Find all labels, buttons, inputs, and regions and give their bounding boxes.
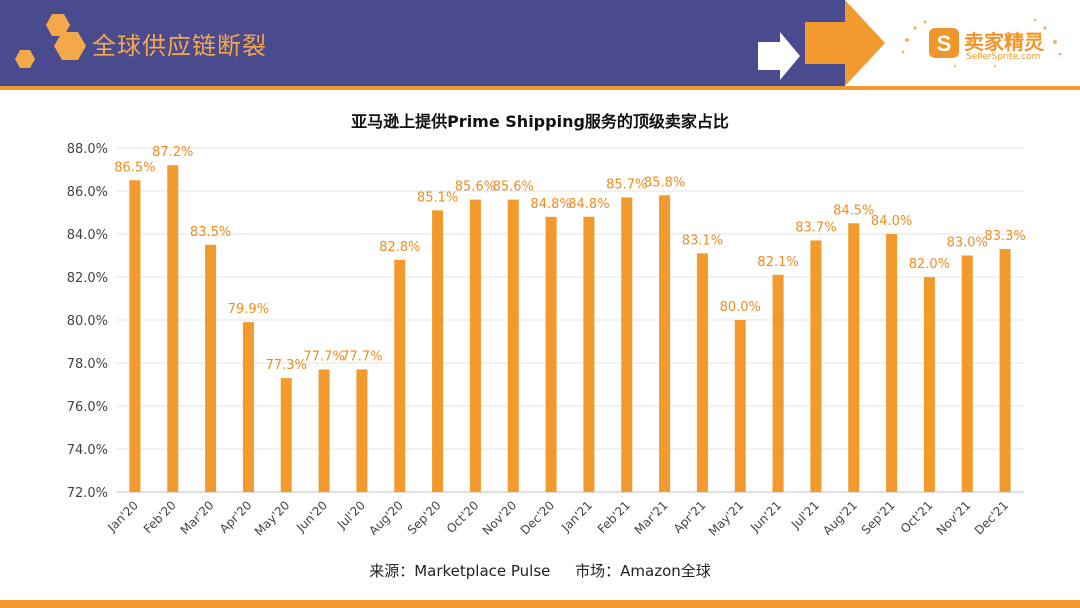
- bar: [734, 320, 746, 492]
- source-line: 来源：Marketplace Pulse 市场：Amazon全球: [0, 560, 1080, 581]
- data-label: 84.5%: [833, 203, 874, 218]
- x-tick-label: Aug'21: [820, 498, 860, 538]
- slide-title: 全球供应链断裂: [92, 32, 267, 60]
- data-label: 83.0%: [947, 236, 988, 251]
- x-tick-label: May'21: [706, 498, 747, 539]
- data-label: 82.0%: [909, 257, 950, 272]
- x-tick-label: Sep'21: [859, 498, 898, 537]
- x-tick-label: Dec'20: [518, 498, 557, 537]
- bar: [545, 216, 557, 493]
- bar: [356, 369, 368, 492]
- source-origin: 来源：Marketplace Pulse: [369, 562, 551, 580]
- header-band: [0, 0, 845, 86]
- data-label: 85.1%: [417, 190, 458, 205]
- data-label: 84.0%: [871, 214, 912, 229]
- bar: [772, 274, 784, 492]
- x-tick-label: Apr'21: [671, 498, 709, 536]
- data-label: 85.8%: [644, 175, 685, 190]
- bar: [167, 165, 179, 492]
- y-tick-label: 72.0%: [67, 486, 108, 501]
- data-label: 79.9%: [228, 302, 269, 317]
- data-label: 83.1%: [682, 233, 723, 248]
- brand-name: 卖家精灵: [964, 30, 1044, 54]
- data-label: 86.5%: [114, 160, 155, 175]
- header-divider: [0, 86, 1080, 90]
- bar: [961, 255, 973, 492]
- data-label: 82.8%: [379, 240, 420, 255]
- bar: [205, 244, 217, 492]
- data-label: 85.6%: [455, 180, 496, 195]
- x-tick-label: Feb'20: [141, 498, 179, 536]
- y-tick-label: 86.0%: [67, 185, 108, 200]
- bar: [659, 195, 671, 493]
- y-tick-label: 84.0%: [67, 228, 108, 243]
- x-tick-label: Aug'20: [366, 498, 406, 538]
- x-tick-label: Dec'21: [972, 498, 1011, 537]
- footer-divider: [0, 600, 1080, 608]
- data-label: 83.3%: [984, 229, 1025, 244]
- arrow-graphic-icon: [758, 0, 885, 86]
- x-tick-label: Jul'21: [788, 498, 822, 532]
- bar: [129, 180, 141, 492]
- x-tick-label: Oct'21: [898, 498, 936, 536]
- svg-text:S: S: [937, 31, 952, 56]
- bar: [621, 197, 633, 492]
- data-label: 77.7%: [303, 349, 344, 364]
- x-tick-label: May'20: [252, 498, 293, 539]
- y-tick-label: 80.0%: [67, 314, 108, 329]
- bar: [696, 253, 708, 492]
- data-label: 87.2%: [152, 145, 193, 160]
- data-label: 82.1%: [757, 255, 798, 270]
- y-tick-label: 82.0%: [67, 271, 108, 286]
- data-label: 84.8%: [530, 197, 571, 212]
- x-tick-label: Sep'20: [405, 498, 444, 537]
- x-tick-label: Jan'20: [104, 498, 141, 535]
- data-label: 85.6%: [493, 180, 534, 195]
- chart-title: 亚马逊上提供Prime Shipping服务的顶级卖家占比: [351, 112, 729, 131]
- x-tick-label: Jun'20: [293, 498, 330, 535]
- bar: [242, 322, 254, 492]
- data-label: 84.8%: [568, 197, 609, 212]
- hexagon-logo-icon: [15, 14, 86, 68]
- bar: [583, 216, 595, 493]
- bar: [394, 259, 406, 492]
- y-tick-label: 88.0%: [67, 142, 108, 157]
- x-tick-label: Jan'21: [558, 498, 595, 535]
- bar: [280, 378, 292, 492]
- bar: [810, 240, 822, 492]
- x-tick-label: Nov'20: [480, 498, 520, 538]
- bar: [318, 369, 330, 492]
- y-tick-label: 78.0%: [67, 357, 108, 372]
- x-tick-label: Mar'21: [632, 498, 671, 537]
- slide-header: 全球供应链断裂 S 卖家精灵 SellerSprite.com: [0, 0, 1080, 86]
- x-tick-label: Nov'21: [934, 498, 974, 538]
- data-label: 77.3%: [266, 358, 307, 373]
- x-tick-label: Feb'21: [595, 498, 633, 536]
- x-tick-label: Jun'21: [747, 498, 784, 535]
- bar: [923, 277, 935, 492]
- x-tick-label: Mar'20: [178, 498, 217, 537]
- data-label: 85.7%: [606, 177, 647, 192]
- bar: [469, 199, 481, 492]
- data-label: 83.7%: [795, 220, 836, 235]
- y-tick-label: 74.0%: [67, 443, 108, 458]
- brand-url: SellerSprite.com: [966, 52, 1041, 62]
- bar: [999, 249, 1011, 492]
- bar: [886, 234, 898, 492]
- data-label: 77.7%: [341, 349, 382, 364]
- data-label: 83.5%: [190, 225, 231, 240]
- y-tick-label: 76.0%: [67, 400, 108, 415]
- bar: [507, 199, 519, 492]
- data-label: 80.0%: [720, 300, 761, 315]
- x-tick-label: Apr'20: [217, 498, 255, 536]
- x-tick-label: Oct'20: [444, 498, 482, 536]
- source-market: 市场：Amazon全球: [575, 562, 711, 580]
- x-tick-label: Jul'20: [334, 498, 368, 532]
- brand-logo-icon: S: [901, 18, 1062, 68]
- bar: [432, 210, 444, 492]
- bar: [848, 223, 860, 492]
